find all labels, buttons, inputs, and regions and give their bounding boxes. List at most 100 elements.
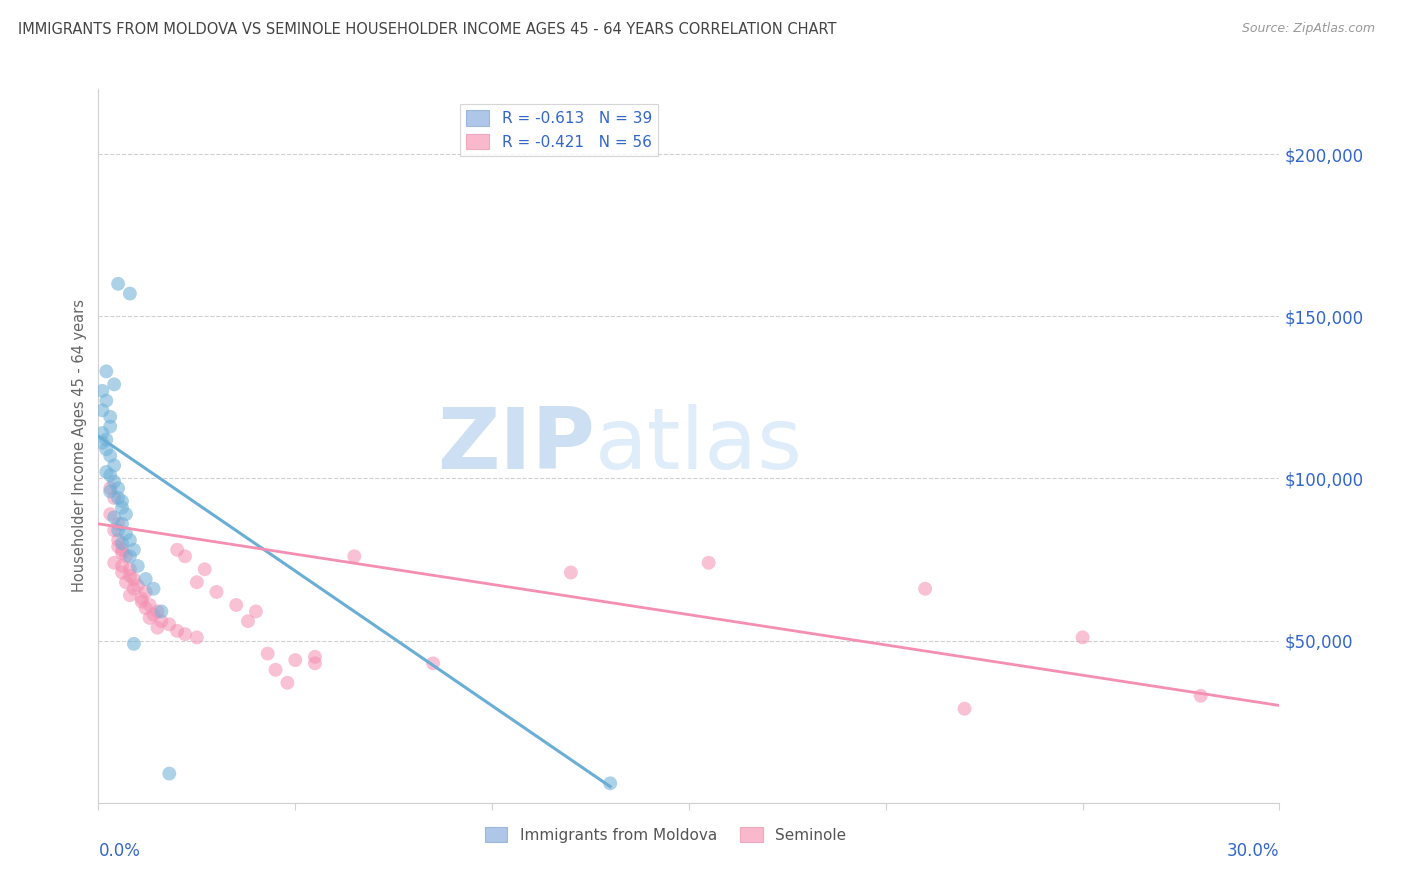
Point — [276, 675, 298, 690]
Point — [142, 582, 165, 596]
Y-axis label: Householder Income Ages 45 - 64 years: Householder Income Ages 45 - 64 years — [72, 300, 87, 592]
Point — [107, 277, 129, 291]
Point — [115, 549, 138, 564]
Point — [343, 549, 366, 564]
Point — [146, 621, 169, 635]
Point — [422, 657, 444, 671]
Point — [284, 653, 307, 667]
Point — [118, 533, 141, 547]
Point — [150, 604, 173, 618]
Point — [142, 607, 165, 622]
Point — [107, 533, 129, 547]
Text: 0.0%: 0.0% — [98, 842, 141, 860]
Point — [111, 542, 134, 557]
Point — [138, 598, 160, 612]
Point — [107, 491, 129, 505]
Point — [103, 510, 125, 524]
Point — [107, 516, 129, 531]
Point — [91, 425, 114, 440]
Point — [98, 484, 121, 499]
Legend: Immigrants from Moldova, Seminole: Immigrants from Moldova, Seminole — [478, 821, 852, 848]
Point — [91, 384, 114, 398]
Point — [225, 598, 247, 612]
Point — [953, 702, 976, 716]
Point — [96, 465, 118, 479]
Point — [96, 442, 118, 457]
Point — [157, 766, 180, 780]
Point — [118, 568, 141, 582]
Point — [107, 524, 129, 538]
Point — [157, 617, 180, 632]
Point — [256, 647, 278, 661]
Point — [98, 481, 121, 495]
Point — [166, 542, 188, 557]
Point — [103, 524, 125, 538]
Point — [697, 556, 720, 570]
Point — [150, 614, 173, 628]
Point — [1189, 689, 1212, 703]
Point — [96, 433, 118, 447]
Point — [107, 540, 129, 554]
Point — [111, 516, 134, 531]
Point — [146, 604, 169, 618]
Point — [103, 475, 125, 489]
Point — [122, 542, 145, 557]
Text: Source: ZipAtlas.com: Source: ZipAtlas.com — [1241, 22, 1375, 36]
Point — [103, 458, 125, 473]
Point — [174, 549, 197, 564]
Point — [127, 578, 149, 592]
Point — [264, 663, 287, 677]
Point — [166, 624, 188, 638]
Text: IMMIGRANTS FROM MOLDOVA VS SEMINOLE HOUSEHOLDER INCOME AGES 45 - 64 YEARS CORREL: IMMIGRANTS FROM MOLDOVA VS SEMINOLE HOUS… — [18, 22, 837, 37]
Point — [174, 627, 197, 641]
Point — [115, 507, 138, 521]
Point — [186, 631, 208, 645]
Point — [98, 419, 121, 434]
Text: 30.0%: 30.0% — [1227, 842, 1279, 860]
Point — [194, 562, 217, 576]
Point — [111, 566, 134, 580]
Point — [98, 409, 121, 424]
Point — [304, 649, 326, 664]
Point — [245, 604, 267, 618]
Point — [118, 562, 141, 576]
Point — [135, 572, 157, 586]
Point — [103, 491, 125, 505]
Point — [304, 657, 326, 671]
Point — [91, 435, 114, 450]
Point — [599, 776, 621, 790]
Point — [115, 575, 138, 590]
Point — [98, 449, 121, 463]
Point — [111, 494, 134, 508]
Point — [122, 572, 145, 586]
Point — [138, 611, 160, 625]
Point — [236, 614, 259, 628]
Point — [91, 403, 114, 417]
Point — [135, 601, 157, 615]
Point — [96, 393, 118, 408]
Point — [103, 377, 125, 392]
Point — [111, 536, 134, 550]
Point — [96, 364, 118, 378]
Point — [560, 566, 582, 580]
Point — [205, 585, 228, 599]
Point — [115, 526, 138, 541]
Point — [122, 582, 145, 596]
Point — [107, 481, 129, 495]
Point — [1071, 631, 1094, 645]
Text: ZIP: ZIP — [437, 404, 595, 488]
Point — [131, 591, 153, 606]
Point — [118, 588, 141, 602]
Point — [122, 637, 145, 651]
Point — [135, 585, 157, 599]
Text: atlas: atlas — [595, 404, 803, 488]
Point — [186, 575, 208, 590]
Point — [118, 549, 141, 564]
Point — [103, 556, 125, 570]
Point — [98, 507, 121, 521]
Point — [111, 500, 134, 515]
Point — [98, 468, 121, 483]
Point — [127, 559, 149, 574]
Point — [118, 286, 141, 301]
Point — [131, 595, 153, 609]
